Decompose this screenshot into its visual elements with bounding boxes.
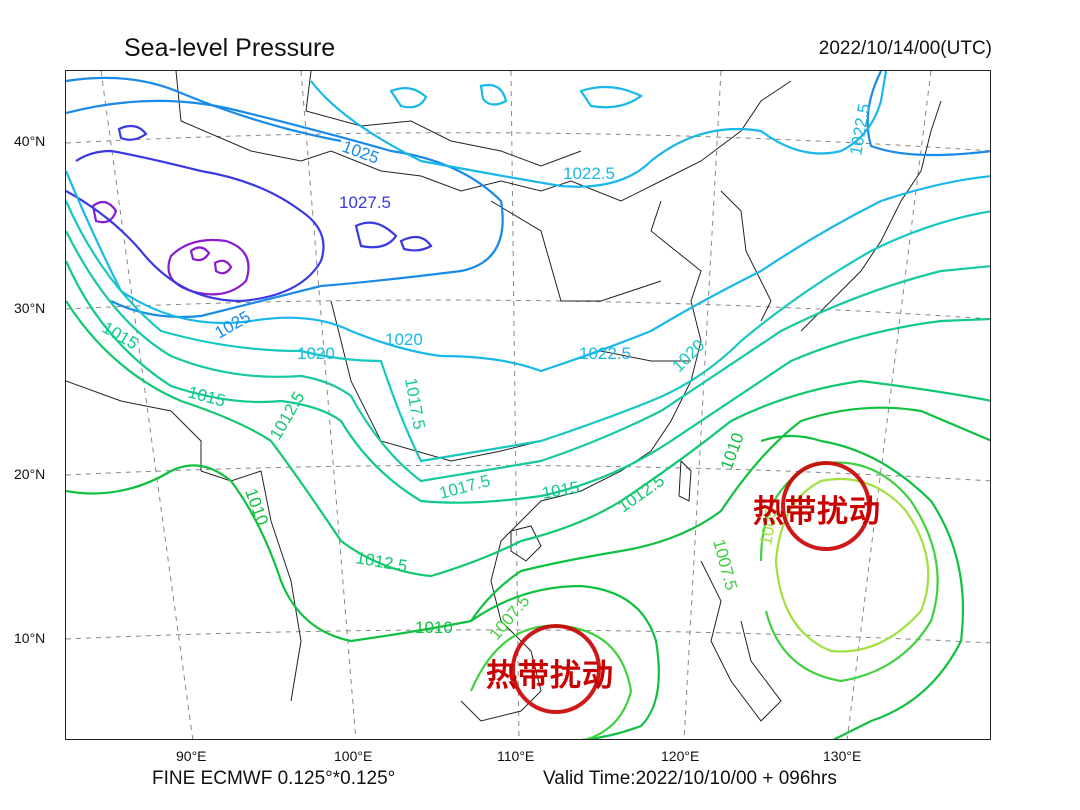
philippines — [700, 560, 782, 722]
contour-label: 1012.5 — [266, 388, 308, 443]
lon-label-120e: 120°E — [661, 748, 700, 764]
contour-label: 1022.5 — [846, 102, 874, 157]
contour-1025-outer — [66, 76, 342, 143]
lon-line-90 — [100, 71, 194, 739]
contour-1030-b — [91, 200, 118, 224]
japan-coast — [800, 100, 942, 332]
disturbance-east-circle — [781, 461, 871, 551]
disturbance-east-label: 热带扰动 — [753, 494, 881, 530]
contour-1007-5-south — [469, 624, 633, 739]
contour-1030-d — [213, 259, 233, 275]
map-title: Sea-level Pressure — [124, 34, 336, 62]
contour-1022-5-blob3 — [579, 85, 644, 109]
contour-label: 1007.5 — [709, 537, 741, 592]
contour-label: 1022.5 — [579, 344, 631, 363]
lon-label-100e: 100°E — [334, 748, 373, 764]
contour-1005-east — [774, 477, 930, 653]
graticule — [66, 71, 990, 739]
contour-1022-5-central — [66, 170, 990, 373]
contour-label: 1010 — [717, 430, 748, 472]
inner-border-1 — [330, 300, 542, 462]
contour-label: 1010 — [241, 486, 272, 528]
contour-label: 1020 — [668, 336, 708, 376]
lat-line-20 — [66, 464, 990, 482]
contour-1027-5 — [66, 149, 325, 303]
mongolia-border — [305, 71, 582, 167]
inner-border-2 — [490, 200, 662, 302]
china-north-border — [175, 71, 792, 202]
taiwan — [678, 459, 692, 502]
contour-1020 — [66, 200, 990, 463]
contour-1022-5-blob1 — [389, 86, 428, 109]
model-resolution: FINE ECMWF 0.125°*0.125° — [152, 768, 396, 789]
contour-label: 1015 — [99, 318, 141, 353]
lon-label-130e: 130°E — [823, 748, 862, 764]
lat-label-40n: 40°N — [14, 133, 46, 149]
contour-1025-north — [66, 99, 504, 319]
contour-1022-5 — [310, 71, 888, 188]
contour-label: 1015 — [540, 478, 581, 503]
map-frame: 1025 1022.5 1022.5 1027.5 1025 1020 1020… — [65, 70, 991, 740]
lon-line-120 — [683, 71, 722, 739]
disturbance-south-circle — [511, 624, 601, 714]
contour-label: 1012.5 — [614, 471, 667, 516]
contour-label: 1012.5 — [354, 548, 409, 576]
hainan — [510, 525, 542, 562]
lat-label-10n: 10°N — [14, 630, 46, 646]
india-border — [66, 380, 202, 471]
contour-label: 1017.5 — [401, 376, 429, 431]
valid-time: Valid Time:2022/10/10/00 + 096hrs — [543, 768, 837, 789]
contour-1022-5-blob2 — [479, 83, 508, 106]
contour-1030-c — [189, 246, 211, 262]
contour-label: 1010 — [415, 618, 453, 637]
lat-label-20n: 20°N — [14, 466, 46, 482]
lat-line-40 — [66, 132, 990, 152]
contour-1027-5-c — [399, 235, 433, 252]
lat-line-30 — [66, 299, 990, 320]
lon-line-100 — [300, 71, 357, 739]
valid-datetime: 2022/10/14/00(UTC) — [818, 38, 992, 59]
contour-label: 1020 — [297, 344, 335, 363]
contour-1027-5-b — [354, 221, 398, 249]
contour-label: 1027.5 — [339, 193, 391, 212]
contour-1025-ne — [866, 71, 990, 157]
contour-label-group: 1025 1022.5 1022.5 1027.5 1025 1020 1020… — [99, 102, 874, 643]
korea-coast — [720, 190, 772, 322]
contour-1012-5 — [66, 300, 990, 578]
disturbance-south-label: 热带扰动 — [486, 658, 614, 694]
lon-line-110 — [510, 71, 520, 739]
lon-label-110e: 110°E — [497, 748, 535, 764]
contours — [66, 71, 990, 739]
contour-1015 — [66, 260, 990, 504]
contour-1027-5-d — [117, 124, 148, 141]
indochina-coast — [460, 520, 542, 722]
contour-1010-east — [760, 434, 965, 739]
contour-1010-south — [470, 584, 660, 739]
lat-line-10 — [66, 629, 990, 644]
contour-1017-5 — [66, 230, 990, 483]
coastlines — [66, 71, 942, 722]
contour-label: 1022.5 — [563, 164, 615, 183]
pressure-map: 1025 1022.5 1022.5 1027.5 1025 1020 1020… — [66, 71, 990, 739]
lat-label-30n: 30°N — [14, 300, 46, 316]
contour-label: 1015 — [186, 383, 227, 411]
lon-label-90e: 90°E — [176, 748, 207, 764]
lon-line-130 — [846, 71, 932, 739]
contour-label: 1020 — [385, 330, 423, 349]
